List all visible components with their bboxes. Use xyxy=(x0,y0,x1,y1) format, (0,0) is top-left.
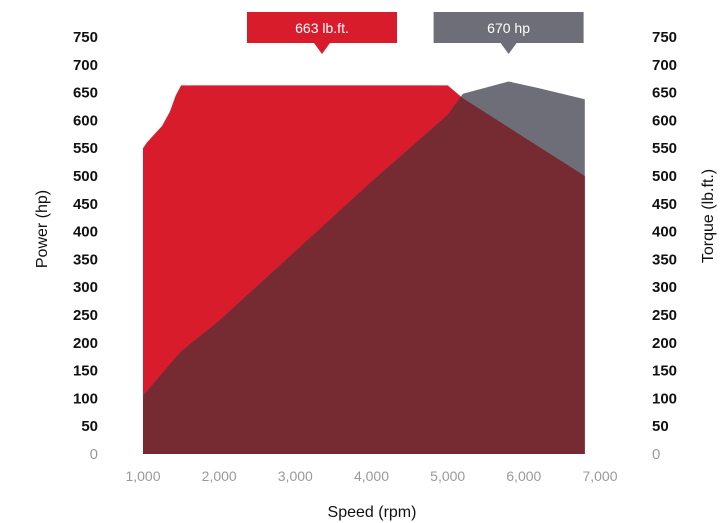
y-tick-right: 250 xyxy=(652,307,677,324)
y-tick-left: 450 xyxy=(73,196,98,213)
y-axis-title-right: Torque (lb.ft.) xyxy=(700,169,717,263)
y-tick-right: 650 xyxy=(652,85,677,102)
y-tick-right: 50 xyxy=(652,418,669,435)
callout-label: 663 lb.ft. xyxy=(295,20,349,36)
y-tick-right: 550 xyxy=(652,140,677,157)
x-tick: 7,000 xyxy=(582,468,617,484)
y-tick-right: 400 xyxy=(652,224,677,241)
x-tick: 2,000 xyxy=(202,468,237,484)
y-tick-left: 750 xyxy=(73,29,98,46)
y-tick-right: 150 xyxy=(652,363,677,380)
overlap-area xyxy=(143,85,585,454)
y-tick-left: 300 xyxy=(73,279,98,296)
torque-peak-callout: 663 lb.ft. xyxy=(247,12,397,54)
y-tick-left: 50 xyxy=(81,418,98,435)
y-tick-left: 550 xyxy=(73,140,98,157)
y-tick-right: 600 xyxy=(652,112,677,129)
y-tick-left: 100 xyxy=(73,390,98,407)
y-tick-right: 300 xyxy=(652,279,677,296)
x-tick: 5,000 xyxy=(430,468,465,484)
x-tick: 1,000 xyxy=(125,468,160,484)
y-tick-left: 400 xyxy=(73,224,98,241)
x-tick: 6,000 xyxy=(506,468,541,484)
y-axis-title-left: Power (hp) xyxy=(34,190,51,268)
y-tick-left: 650 xyxy=(73,85,98,102)
y-tick-left: 700 xyxy=(73,57,98,74)
y-tick-left: 200 xyxy=(73,335,98,352)
y-tick-right: 750 xyxy=(652,29,677,46)
y-tick-right: 450 xyxy=(652,196,677,213)
y-tick-left: 350 xyxy=(73,251,98,268)
y-tick-right: 0 xyxy=(652,446,660,463)
x-tick: 3,000 xyxy=(278,468,313,484)
y-tick-left: 500 xyxy=(73,168,98,185)
y-tick-left: 250 xyxy=(73,307,98,324)
x-axis-title: Speed (rpm) xyxy=(328,504,417,521)
y-tick-left: 150 xyxy=(73,363,98,380)
callout-label: 670 hp xyxy=(487,20,530,36)
x-tick: 4,000 xyxy=(354,468,389,484)
y-tick-left: 600 xyxy=(73,112,98,129)
y-tick-right: 350 xyxy=(652,251,677,268)
y-tick-right: 100 xyxy=(652,390,677,407)
y-tick-left: 0 xyxy=(90,446,98,463)
power-peak-callout: 670 hp xyxy=(433,12,584,54)
y-tick-right: 700 xyxy=(652,57,677,74)
y-tick-right: 500 xyxy=(652,168,677,185)
y-tick-right: 200 xyxy=(652,335,677,352)
